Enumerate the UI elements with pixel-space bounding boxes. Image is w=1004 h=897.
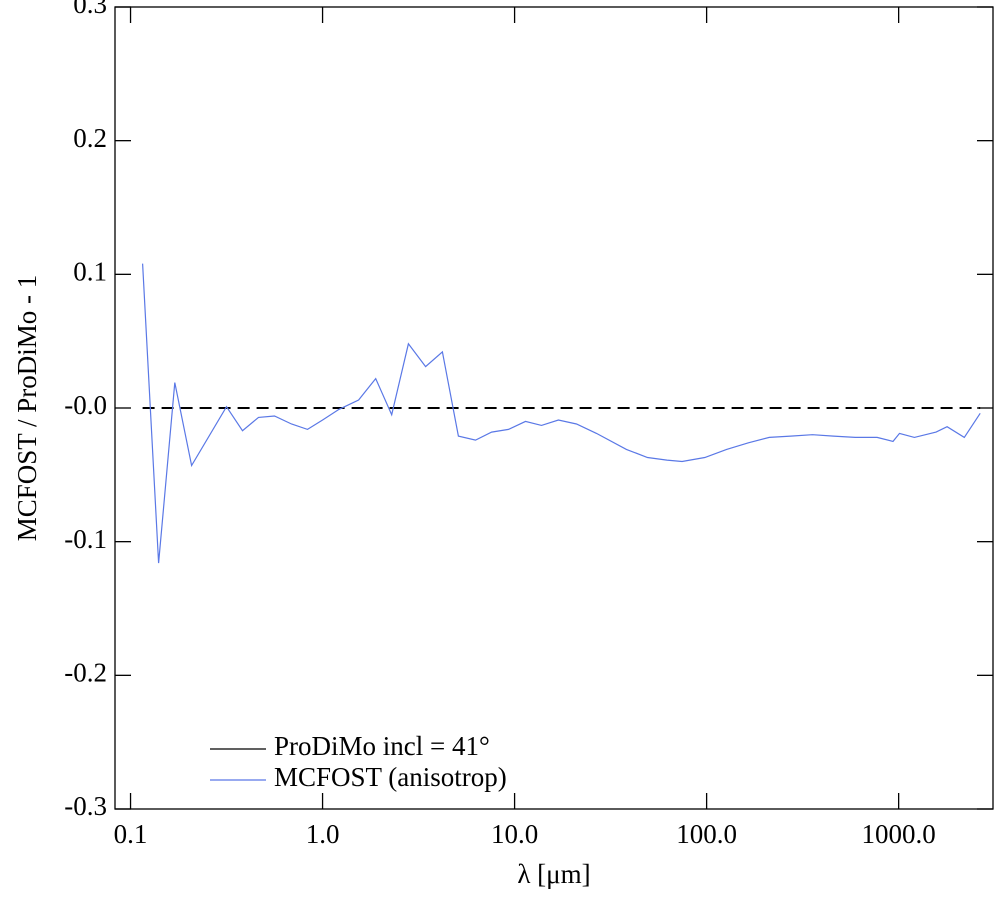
- x-tick-label: 0.1: [114, 819, 148, 849]
- y-tick-label: 0.2: [73, 123, 107, 153]
- y-tick-label: 0.3: [73, 0, 107, 19]
- x-tick-label: 1000.0: [862, 819, 936, 849]
- y-tick-label: -0.0: [64, 390, 107, 420]
- legend-label: ProDiMo incl = 41°: [274, 731, 490, 761]
- y-axis-label: MCFOST / ProDiMo - 1: [12, 275, 42, 542]
- x-axis-label: λ [μm]: [517, 859, 590, 889]
- x-tick-label: 10.0: [491, 819, 538, 849]
- legend-label: MCFOST (anisotrop): [274, 762, 507, 792]
- y-tick-label: -0.1: [64, 524, 107, 554]
- y-tick-label: 0.1: [73, 257, 107, 287]
- y-tick-label: -0.2: [64, 658, 107, 688]
- series-line: [142, 263, 981, 564]
- y-tick-label: -0.3: [64, 791, 107, 821]
- x-tick-label: 100.0: [676, 819, 737, 849]
- x-tick-label: 1.0: [306, 819, 340, 849]
